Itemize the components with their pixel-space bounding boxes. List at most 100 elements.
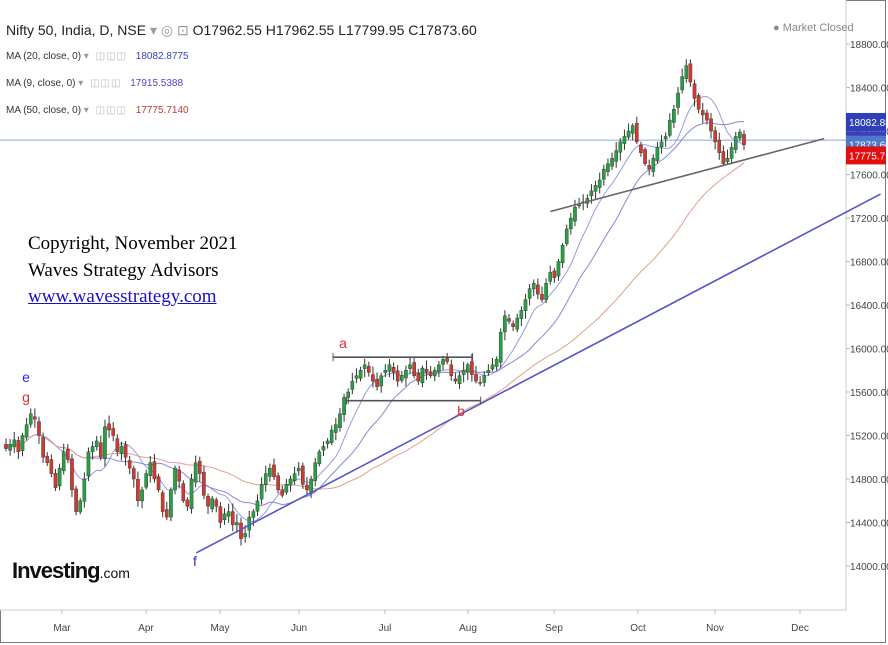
candle-body [4,444,8,449]
candle-body [61,451,66,472]
candle-body [709,118,713,132]
candle-body [358,370,363,379]
x-tick-label: Jun [291,623,307,634]
ma-50-line [5,162,745,490]
y-tick-label: 17600.00 [850,171,888,182]
candle-body [482,375,487,383]
candle-body [202,471,206,496]
candle-body [301,465,305,485]
y-tick-label: 15600.00 [850,388,888,399]
candle-body [222,513,227,521]
candle-body [399,375,404,381]
ma-row-20[interactable]: MA (20, close, 0) ▾ ◫◫◫ 18082.8775 [6,51,189,62]
candle-body [354,375,359,379]
ma-9-line [5,96,745,523]
candle-body [589,190,594,196]
candle-body [721,151,726,164]
website-link[interactable]: www.wavesstrategy.com [28,286,217,307]
ma-row-9[interactable]: MA (9, close, 0) ▾ ◫◫◫ 17915.5388 [6,78,184,89]
candle-body [680,76,684,91]
ma-value: 17915.5388 [130,78,184,89]
candle-body [272,464,276,478]
candle-body [498,331,503,363]
long-term-support-trendline [195,193,881,554]
candle-body [663,136,668,140]
candle-body [531,283,536,290]
candle-body [169,489,173,518]
candle-body [705,112,709,121]
candle-body [375,379,379,387]
ma-label: MA (50, close, 0) [6,105,82,116]
candle-body [206,496,210,507]
candle-body [49,459,54,474]
candle-body [692,83,697,99]
candle-body [474,373,478,382]
candle-body [602,168,606,180]
candle-body [404,370,408,379]
header-icons[interactable]: ▾ ◎ ⊡ [149,22,193,38]
ma-row-50[interactable]: MA (50, close, 0) ▾ ◫◫◫ 17775.7140 [6,105,189,116]
candle-body [408,364,412,369]
candle-body [53,473,58,488]
candle-body [412,362,416,376]
candle-body [544,283,548,300]
candle-body [193,462,198,483]
candle-body [292,473,297,481]
candle-body [742,134,746,145]
candle-body [465,364,470,373]
candle-body [329,429,334,443]
candle-body [247,516,252,531]
candle-body [523,299,528,311]
candle-body [94,440,99,447]
candle-body [428,371,433,376]
candle-body [66,449,70,460]
candle-body [24,424,29,438]
candle-body [672,109,676,123]
candle-body [78,500,83,513]
candle-body [20,435,25,451]
candle-body [441,359,445,365]
candle-body [263,473,268,486]
y-tick-label: 14800.00 [850,475,888,486]
symbol-title: Nifty 50, India, D, NSE [6,22,147,38]
candle-body [313,462,318,481]
candle-body [503,315,507,333]
candle-body [37,421,41,436]
candle-body [738,131,742,139]
candle-body [28,413,33,425]
candle-body [181,483,186,501]
candle-body [593,185,598,192]
candle-body [148,462,153,477]
copyright-line: Copyright, November 2021 [28,233,238,254]
candle-body [696,95,701,110]
candle-body [490,364,495,370]
candle-body [367,366,371,373]
candle-body [618,141,623,153]
candle-body [540,294,544,300]
candle-body [494,359,499,367]
candle-body [90,446,95,453]
ma-setting-icons[interactable]: ◫◫◫ [90,78,122,89]
open-value: O17962.55 [192,22,262,38]
candle-body [626,130,631,138]
wave-label-b: b [457,403,465,419]
company-line: Waves Strategy Advisors [28,260,219,281]
candle-body [132,468,136,480]
candle-body [424,368,429,373]
ma-setting-icons[interactable]: ◫◫◫ [95,51,127,62]
y-tick-label: 18400.00 [850,84,888,95]
candle-body [614,150,618,162]
candle-body [160,492,165,512]
ma-setting-icons[interactable]: ◫◫◫ [95,105,127,116]
x-tick-label: Nov [706,623,724,634]
ma-label: MA (20, close, 0) [6,51,82,62]
candle-body [259,484,264,500]
candle-body [387,364,392,372]
candle-body [420,367,425,383]
candle-body [284,484,289,493]
candle-body [577,204,581,207]
candle-body [606,163,610,172]
candle-body [630,125,635,134]
